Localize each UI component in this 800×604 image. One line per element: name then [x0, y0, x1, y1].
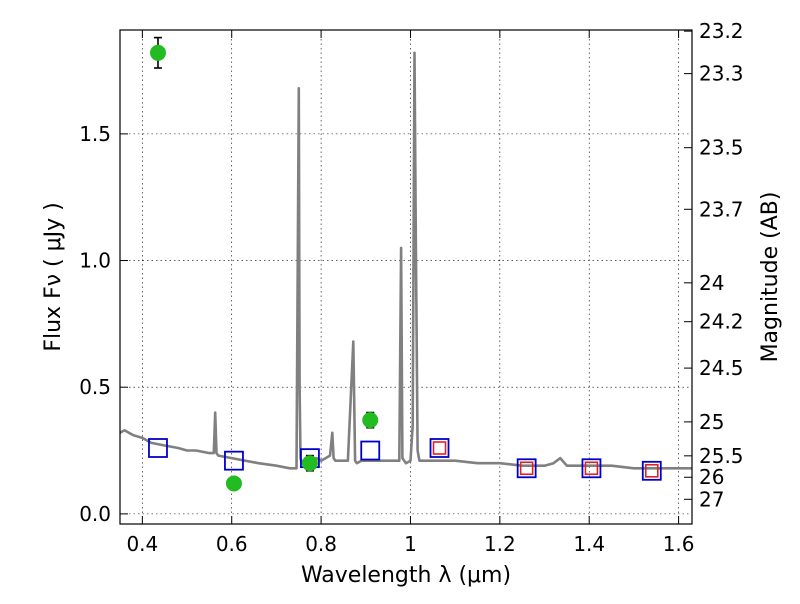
grid-layer: [120, 30, 692, 524]
model-marker: [429, 438, 450, 458]
plot-frame: [119, 29, 693, 525]
model-marker: [641, 460, 662, 481]
spectrum-layer: [120, 51, 692, 470]
y2-tick-label: 24.2: [699, 310, 744, 334]
model-marker: [148, 438, 168, 458]
model-inner-marker: [644, 463, 659, 478]
y2-tick-label: 24: [699, 271, 724, 295]
model-marker: [516, 458, 537, 479]
y-tick-label: 1.0: [79, 249, 111, 273]
observed-point: [301, 455, 318, 472]
spectrum-line: [120, 51, 692, 470]
y-tick-label: 1.5: [79, 122, 111, 146]
x-tick-label: 1.6: [663, 532, 695, 556]
y-tick-label: 0.5: [79, 375, 111, 399]
model-marker: [581, 458, 602, 479]
model-inner-marker: [584, 461, 599, 476]
y2-axis-label: Magnitude (AB): [758, 192, 783, 363]
model-marker: [360, 440, 381, 461]
y2-tick-label: 25.5: [699, 444, 744, 468]
observed-point: [149, 44, 166, 61]
y-tick-label: 0.0: [79, 502, 111, 526]
x-tick-label: 1.2: [484, 532, 516, 556]
y2-tick-label: 23.3: [699, 62, 744, 86]
observed-layer: [149, 36, 379, 492]
x-tick-label: 1: [404, 532, 417, 556]
x-axis-label: Wavelength λ (μm): [301, 563, 511, 588]
y-axis-ticks: 0.0 0.5 1.0 1.5: [79, 122, 128, 526]
y2-tick-label: 23.5: [699, 136, 744, 160]
x-tick-label: 0.6: [216, 532, 248, 556]
model-layer: [148, 438, 662, 481]
x-axis-ticks: 0.4 0.6 0.8 1 1.2 1.4 1.6: [126, 30, 695, 556]
model-inner-marker: [519, 461, 534, 476]
model-marker: [224, 450, 244, 471]
y2-tick-label: 23.2: [699, 19, 744, 43]
y2-tick-label: 23.7: [699, 197, 744, 221]
x-tick-label: 0.4: [126, 532, 158, 556]
model-inner-marker: [432, 441, 447, 455]
observed-point: [225, 475, 242, 492]
y2-tick-label: 24.5: [699, 356, 744, 380]
x-tick-label: 1.4: [573, 532, 605, 556]
y2-tick-label: 27: [699, 487, 724, 511]
y-axis-label: Flux Fν ( μJy ): [41, 202, 66, 351]
y2-tick-label: 26: [699, 465, 724, 489]
y2-tick-label: 25: [699, 410, 724, 434]
x-tick-label: 0.8: [305, 532, 337, 556]
observed-point: [362, 412, 379, 429]
